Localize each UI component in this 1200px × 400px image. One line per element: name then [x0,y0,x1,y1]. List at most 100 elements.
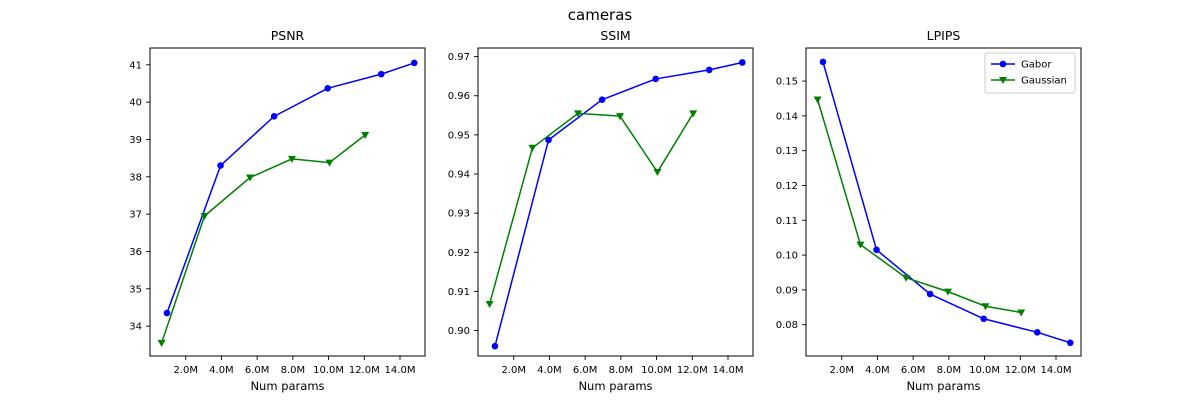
series-line-gaussian [488,112,694,305]
x-tick-label: 14.0M [385,365,416,376]
series-line-gabor [822,61,1071,344]
legend: Gabor Gaussian [984,52,1076,94]
y-tick-label: 34 [129,322,142,333]
x-tick-label: 12.0M [677,365,708,376]
x-tick-label: 2.0M [173,365,198,376]
subplot-ssim: SSIM 2.0M 4.0M 6.0M 8.0M 10.0M 12.0M 14.0M 0.90 0… [448,28,754,393]
y-tick-label: 0.13 [776,146,798,157]
subplot-lpips: LPIPS 2.0M 4.0M 6.0M 8.0M 10.0M 12.0M 14.0M 0.08… [776,28,1082,393]
x-tick-label: 2.0M [501,365,526,376]
legend-label-gaussian: Gaussian [1021,76,1067,87]
series-line-gaussian [816,99,1022,314]
data-point-gaussian [325,159,334,167]
x-tick-label: 4.0M [537,365,562,376]
y-tick-label: 39 [129,135,142,146]
legend-box [984,52,1076,94]
data-point-gabor [545,136,552,144]
y-tick-label: 0.11 [776,216,798,227]
data-point-gabor [324,85,331,92]
x-tick-label: 14.0M [1041,365,1072,376]
x-axis-label: Num params [250,379,324,393]
subplot-title: LPIPS [927,28,961,43]
subplot-psnr: PSNR 2.0M 4.0M 6.0M 8.0M 10.0M 12.0M 14.0M 34 35 3… [129,28,426,393]
x-tick-label: 4.0M [209,365,234,376]
data-point-gabor [926,290,934,298]
y-tick-label: 0.09 [776,285,798,296]
y-tick-label: 0.14 [776,111,798,122]
data-point-gaussian [653,169,662,177]
x-tick-label: 10.0M [641,365,672,376]
y-tick-label: 0.95 [448,130,470,141]
data-point-gaussian [813,96,822,104]
data-point-gabor [819,58,827,66]
series-line-gaussian [160,134,366,344]
y-tick-label: 0.92 [448,248,470,259]
data-point-gabor [1033,329,1041,336]
data-point-gabor [377,70,385,78]
y-tick-label: 38 [129,172,142,183]
axes-frame [149,47,426,357]
series-line-gabor [166,62,415,314]
x-tick-label: 4.0M [865,365,890,376]
x-tick-label: 12.0M [349,365,380,376]
data-point-gaussian [246,174,254,182]
y-tick-label: 0.08 [776,320,798,331]
subplot-title: PSNR [271,28,305,43]
data-point-gaussian [943,288,952,296]
y-tick-label: 0.90 [448,326,470,337]
x-tick-label: 8.0M [609,365,634,376]
y-tick-label: 0.97 [448,52,470,63]
data-point-gaussian [902,274,910,282]
x-tick-label: 10.0M [969,365,1000,376]
data-point-gabor [705,66,713,74]
data-point-gabor [163,309,171,317]
y-tick-label: 0.10 [776,251,798,262]
data-point-gaussian [981,303,990,311]
data-point-gabor [873,246,880,254]
data-point-gaussian [157,339,166,347]
data-point-gaussian [200,213,209,220]
x-tick-label: 12.0M [1005,365,1036,376]
data-point-gabor [491,342,499,350]
data-point-gaussian [528,144,537,152]
x-tick-label: 6.0M [573,365,598,376]
series-line-gabor [494,61,743,347]
data-point-gaussian [485,300,494,308]
y-tick-label: 37 [129,210,142,221]
y-tick-label: 0.93 [448,209,470,220]
y-tick-label: 35 [129,284,142,295]
data-point-gaussian [287,155,296,163]
x-tick-label: 14.0M [713,365,744,376]
data-point-gabor [410,59,418,67]
x-tick-label: 8.0M [281,365,306,376]
x-tick-label: 6.0M [901,365,926,376]
data-point-gabor [598,96,606,103]
x-tick-label: 2.0M [829,365,854,376]
y-tick-label: 0.15 [776,77,798,88]
data-point-gaussian [615,113,624,121]
data-point-gabor [270,113,278,120]
y-tick-label: 40 [129,98,142,109]
y-tick-label: 0.12 [776,181,798,192]
x-tick-label: 8.0M [937,365,962,376]
legend-label-gabor: Gabor [1021,60,1052,71]
y-tick-label: 0.91 [448,287,470,298]
y-tick-label: 0.96 [448,91,470,102]
data-point-gabor [652,75,659,83]
x-tick-label: 10.0M [313,365,344,376]
data-point-gabor [738,59,746,66]
axes-frame [805,47,1082,357]
subplots: PSNR 2.0M 4.0M 6.0M 8.0M 10.0M 12.0M 14.0M 34 35 3… [129,28,1082,393]
data-point-gabor [217,162,224,169]
data-point-gaussian [1017,309,1026,317]
data-point-gaussian [856,241,865,249]
figure-title: cameras [568,6,633,24]
x-axis-label: Num params [578,379,652,393]
data-point-gaussian [574,110,582,118]
legend-marker-gabor [999,60,1007,68]
data-point-gaussian [361,131,370,139]
axes-frame [477,47,754,357]
data-point-gabor [1066,339,1074,347]
data-point-gabor [980,315,987,323]
